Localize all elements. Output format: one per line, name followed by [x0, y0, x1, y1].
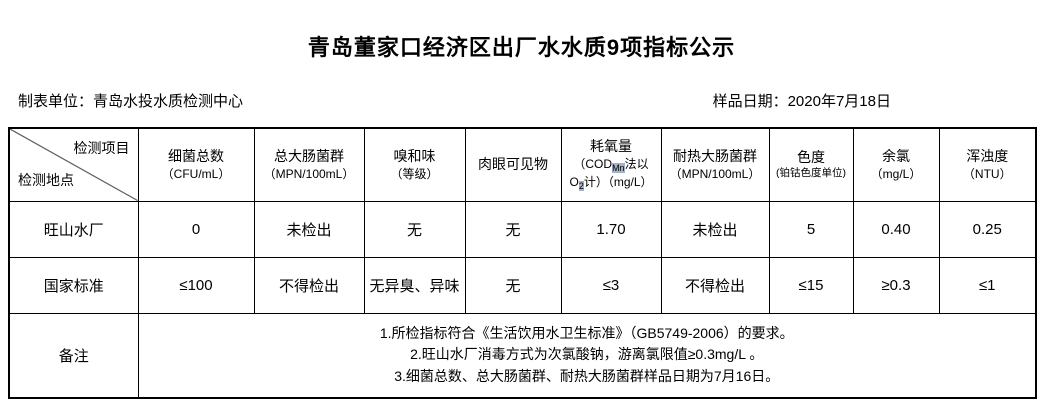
remark-row: 备注 1.所检指标符合《生活饮用水卫生标准》（GB5749-2006）的要求。 … — [8, 312, 1037, 399]
unit-text: （COD — [573, 157, 613, 172]
header-unit: (铂钴色度单位) — [776, 167, 846, 180]
header-thermotolerant-coliform: 耐热大肠菌群 （MPN/100mL） — [660, 127, 770, 202]
unit-text: O — [569, 175, 579, 190]
table-cell: ≤15 — [768, 256, 854, 314]
table-cell: 未检出 — [660, 200, 770, 258]
header-unit-line1: （CODMn法以 — [562, 156, 660, 174]
header-name: 浑浊度 — [966, 148, 1009, 165]
table-cell: 不得检出 — [660, 256, 770, 314]
remark-content: 1.所检指标符合《生活饮用水卫生标准》（GB5749-2006）的要求。 2.旺… — [137, 312, 1037, 399]
sample-date-label: 样品日期：2020年7月18日 — [712, 93, 891, 110]
unit-text: 计）（mg/L） — [583, 175, 653, 190]
table-cell: ≤100 — [137, 256, 255, 314]
header-chroma: 色度 (铂钴色度单位) — [768, 127, 854, 202]
header-name: 耐热大肠菌群 — [673, 148, 757, 165]
header-total-coliform: 总大肠菌群 （MPN/100mL） — [253, 127, 365, 202]
table-cell: 无 — [363, 200, 466, 258]
header-name: 总大肠菌群 — [274, 148, 344, 165]
o2-subscript: 2 — [578, 181, 584, 192]
header-unit: （mg/L） — [870, 167, 922, 182]
table-header-row: 检测项目 检测地点 细菌总数 （CFU/mL） 总大肠菌群 （MPN/100mL… — [8, 127, 1037, 202]
remark-line-1: 1.所检指标符合《生活饮用水卫生标准》（GB5749-2006）的要求。 — [379, 324, 794, 341]
table-row-plant: 旺山水厂 0 未检出 无 无 1.70 未检出 5 0.40 0.25 — [8, 200, 1037, 258]
header-oxygen-consumption: 耗氧量 （CODMn法以 O2计）（mg/L） — [560, 127, 662, 202]
header-residual-chlorine: 余氯 （mg/L） — [852, 127, 940, 202]
table-cell: 不得检出 — [253, 256, 365, 314]
table-cell: ≤1 — [938, 256, 1037, 314]
header-unit: （等级） — [390, 167, 439, 182]
header-name: 细菌总数 — [168, 148, 224, 165]
table-cell: 0.25 — [938, 200, 1037, 258]
table-cell: 未检出 — [253, 200, 365, 258]
header-unit: （CFU/mL） — [161, 167, 231, 182]
table-cell: 5 — [768, 200, 854, 258]
report-maker-label: 制表单位：青岛水投水质检测中心 — [18, 93, 244, 110]
table-cell: ≥0.3 — [852, 256, 940, 314]
header-unit: （MPN/100mL） — [669, 167, 761, 182]
table-cell: 无异臭、异味 — [363, 256, 466, 314]
header-turbidity: 浑浊度 （NTU） — [938, 127, 1037, 202]
header-total-bacteria: 细菌总数 （CFU/mL） — [137, 127, 255, 202]
table-cell: 0 — [137, 200, 255, 258]
unit-text: 法以 — [624, 157, 649, 172]
remark-line-2: 2.旺山水厂消毒方式为次氯酸钠，游离氯限值≥0.3mg/L 。 — [410, 346, 764, 363]
table-cell: 无 — [464, 256, 562, 314]
row-label-standard: 国家标准 — [8, 256, 139, 314]
header-odor-taste: 嗅和味 （等级） — [363, 127, 466, 202]
header-name: 余氯 — [882, 148, 910, 165]
table-cell: ≤3 — [560, 256, 662, 314]
table-cell: 无 — [464, 200, 562, 258]
header-name: 色度 — [797, 149, 825, 166]
header-name: 嗅和味 — [393, 148, 436, 165]
header-unit-line2: O2计）（mg/L） — [562, 174, 660, 192]
header-name: 肉眼可见物 — [478, 156, 548, 173]
meta-row: 制表单位：青岛水投水质检测中心 样品日期：2020年7月18日 — [0, 90, 1043, 111]
corner-header-cell: 检测项目 检测地点 — [8, 127, 139, 202]
table-cell: 1.70 — [560, 200, 662, 258]
corner-label-items: 检测项目 — [73, 140, 130, 156]
header-name: 耗氧量 — [590, 138, 632, 155]
remark-line-3: 3.细菌总数、总大肠菌群、耐热大肠菌群样品日期为7月16日。 — [394, 368, 780, 385]
row-label-plant: 旺山水厂 — [8, 200, 139, 258]
cod-subscript: Mn — [612, 163, 625, 174]
page-title: 青岛董家口经济区出厂水水质9项指标公示 — [307, 35, 736, 60]
table-cell: 0.40 — [852, 200, 940, 258]
water-quality-table: 检测项目 检测地点 细菌总数 （CFU/mL） 总大肠菌群 （MPN/100mL… — [8, 127, 1037, 399]
remark-label: 备注 — [8, 312, 139, 399]
corner-label-sites: 检测地点 — [18, 171, 74, 188]
header-visible-matter: 肉眼可见物 — [464, 127, 562, 202]
header-unit: （NTU） — [962, 167, 1012, 182]
table-row-national-standard: 国家标准 ≤100 不得检出 无异臭、异味 无 ≤3 不得检出 ≤15 ≥0.3… — [8, 256, 1037, 314]
diagonal-divider-line — [10, 129, 138, 201]
header-unit: （MPN/100mL） — [263, 167, 355, 182]
